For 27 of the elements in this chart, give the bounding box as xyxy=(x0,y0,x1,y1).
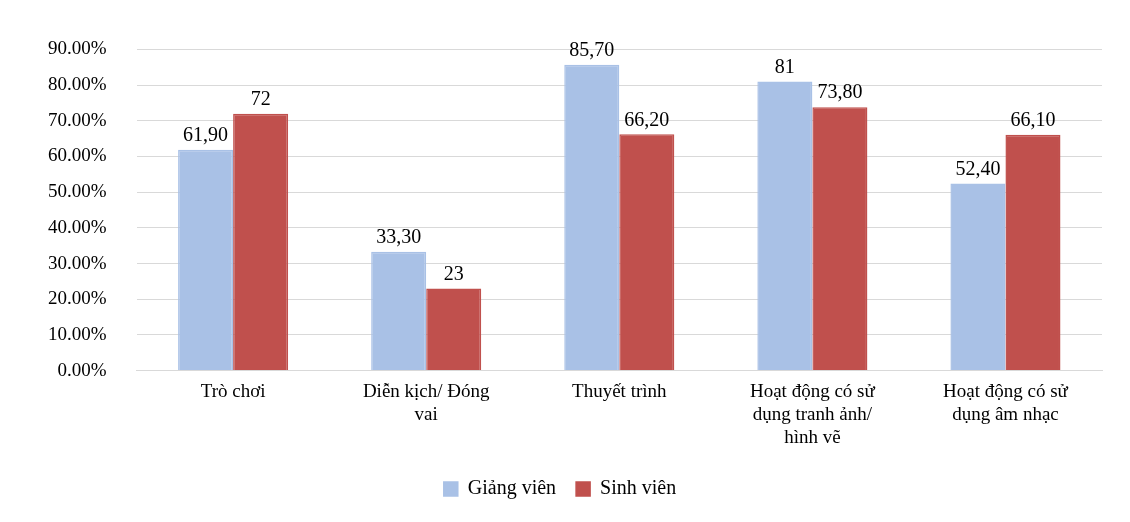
y-tick-label: 70.00% xyxy=(48,108,107,130)
x-tick-label: Hoạt động có sử dụng tranh ảnh/ hình vẽ xyxy=(749,379,876,447)
x-tick-label: Diễn kịch/ Đóng vai xyxy=(362,379,491,424)
y-tick-label: 60.00% xyxy=(48,144,107,166)
data-label: 81 xyxy=(774,54,795,77)
y-tick-label: 10.00% xyxy=(48,322,107,344)
data-label: 73,80 xyxy=(817,80,863,103)
x-tick-label: Trò chơi xyxy=(200,379,266,401)
y-tick-label: 0.00% xyxy=(57,358,107,380)
data-label: 33,30 xyxy=(376,225,422,248)
data-label: 66,10 xyxy=(1010,107,1056,130)
legend-label: Giảng viên xyxy=(467,476,557,500)
y-tick-label: 80.00% xyxy=(48,73,107,95)
data-label: 23 xyxy=(443,261,464,284)
data-label: 72 xyxy=(250,86,271,109)
y-tick-label: 50.00% xyxy=(48,180,107,202)
y-tick-label: 40.00% xyxy=(48,215,107,237)
x-tick-label: Thuyết trình xyxy=(572,379,668,401)
data-label: 52,40 xyxy=(955,156,1001,179)
data-label: 66,20 xyxy=(624,107,670,130)
y-tick-label: 30.00% xyxy=(48,251,107,273)
y-tick-label: 20.00% xyxy=(48,287,107,309)
data-label: 61,90 xyxy=(183,122,229,145)
legend-label: Sinh viên xyxy=(600,476,677,499)
x-tick-label: Hoạt động có sử dụng âm nhạc xyxy=(943,379,1069,424)
data-label: 85,70 xyxy=(569,38,615,60)
y-tick-label: 90.00% xyxy=(48,37,107,59)
